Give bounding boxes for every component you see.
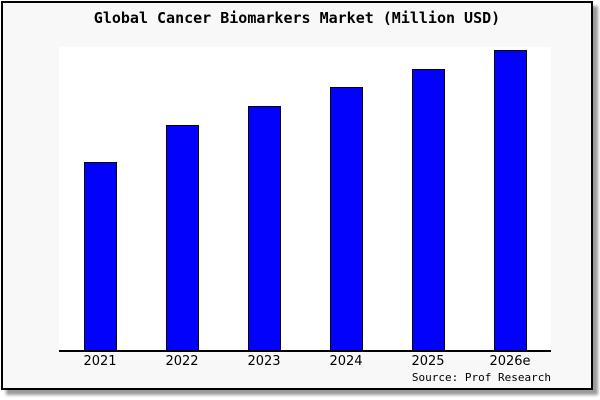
source-note: Source: Prof Research	[411, 371, 551, 384]
bar-2025	[411, 69, 445, 350]
bar-2026e	[493, 50, 527, 350]
x-tick-label-2021: 2021	[83, 354, 117, 369]
x-tick-label-2024: 2024	[329, 354, 363, 369]
bar-2022	[165, 124, 199, 350]
chart-card: Global Cancer Biomarkers Market (Million…	[1, 1, 593, 390]
x-tick-label-2022: 2022	[165, 354, 199, 369]
chart-title: Global Cancer Biomarkers Market (Million…	[93, 9, 501, 27]
plot-area	[59, 47, 551, 352]
x-tick-label-2026e: 2026e	[489, 354, 531, 369]
x-tick-label-2023: 2023	[247, 354, 281, 369]
bar-2021	[83, 162, 117, 350]
x-tick-label-2025: 2025	[411, 354, 445, 369]
bar-2023	[247, 106, 281, 350]
bar-2024	[329, 87, 363, 350]
